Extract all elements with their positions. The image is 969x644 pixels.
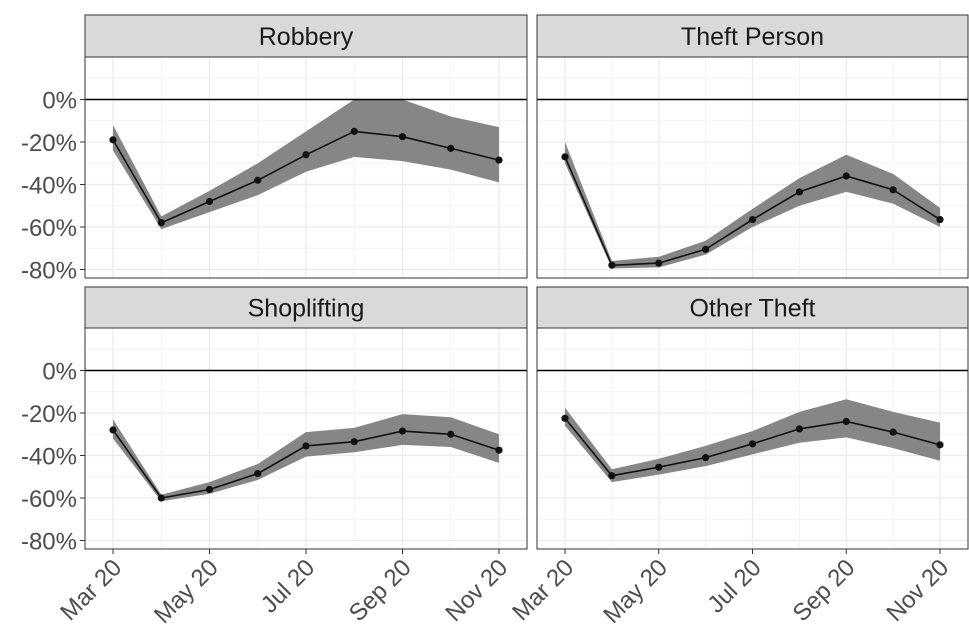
data-point-theft-person bbox=[702, 245, 710, 253]
data-point-theft-person bbox=[795, 188, 803, 196]
data-point-theft-person bbox=[936, 215, 944, 224]
data-point-shoplifting bbox=[350, 438, 358, 446]
data-point-shoplifting bbox=[398, 427, 407, 435]
y-tick-label: -80% bbox=[21, 258, 77, 285]
data-point-other-theft bbox=[936, 441, 944, 449]
panel-title-theft-person: Theft Person bbox=[681, 23, 824, 51]
panel-strip-robbery bbox=[84, 14, 528, 58]
x-tick-label: Nov 20 bbox=[440, 554, 513, 627]
data-point-shoplifting bbox=[254, 469, 262, 478]
panel-border-theft-person bbox=[536, 56, 969, 279]
data-point-shoplifting bbox=[447, 430, 455, 438]
data-point-robbery bbox=[157, 219, 165, 227]
data-point-robbery bbox=[495, 156, 503, 164]
data-point-robbery bbox=[302, 151, 310, 159]
y-tick-label: -20% bbox=[21, 130, 77, 157]
x-tick-label: Sep 20 bbox=[788, 554, 861, 627]
x-tick-label: Nov 20 bbox=[881, 554, 954, 627]
x-tick-label: Jul 20 bbox=[256, 554, 320, 618]
confidence-band-shoplifting bbox=[113, 414, 499, 502]
x-tick-label: Sep 20 bbox=[344, 554, 417, 627]
y-tick-label: -40% bbox=[21, 173, 77, 200]
data-point-robbery bbox=[109, 136, 117, 144]
data-point-shoplifting bbox=[495, 446, 503, 454]
data-point-robbery bbox=[398, 133, 407, 141]
data-point-shoplifting bbox=[302, 442, 310, 450]
data-point-shoplifting bbox=[205, 485, 214, 494]
x-tick-label: May 20 bbox=[598, 554, 673, 629]
data-point-other-theft bbox=[889, 428, 897, 436]
panel-title-robbery: Robbery bbox=[259, 23, 354, 51]
data-point-theft-person bbox=[889, 186, 897, 194]
data-point-other-theft bbox=[655, 463, 663, 471]
panel-strip-other-theft bbox=[536, 286, 969, 329]
data-point-robbery bbox=[254, 176, 262, 184]
x-tick-label: Mar 20 bbox=[507, 554, 579, 626]
data-point-theft-person bbox=[561, 153, 569, 161]
data-point-robbery bbox=[447, 144, 455, 152]
data-point-other-theft bbox=[702, 454, 710, 462]
data-point-robbery bbox=[350, 127, 358, 135]
data-point-theft-person bbox=[655, 259, 663, 267]
confidence-band-robbery bbox=[113, 99, 499, 230]
panel-title-shoplifting: Shoplifting bbox=[248, 295, 365, 323]
data-point-other-theft bbox=[748, 440, 757, 448]
panel-strip-theft-person bbox=[536, 14, 969, 58]
x-tick-label: Mar 20 bbox=[55, 554, 127, 626]
panel-border-robbery bbox=[84, 56, 528, 279]
x-tick-label: May 20 bbox=[149, 554, 224, 629]
data-point-other-theft bbox=[561, 414, 569, 422]
y-tick-label: 0% bbox=[42, 359, 77, 386]
panel-title-other-theft: Other Theft bbox=[690, 295, 816, 323]
y-tick-label: -80% bbox=[21, 529, 77, 556]
data-point-other-theft bbox=[608, 472, 616, 480]
data-point-theft-person bbox=[748, 215, 757, 224]
data-point-robbery bbox=[205, 197, 214, 206]
data-point-theft-person bbox=[608, 261, 616, 269]
panel-strip-shoplifting bbox=[84, 286, 528, 329]
y-tick-label: -20% bbox=[21, 401, 77, 428]
data-point-shoplifting bbox=[109, 426, 117, 434]
x-tick-label: Jul 20 bbox=[702, 554, 766, 618]
data-point-shoplifting bbox=[157, 494, 165, 502]
data-point-theft-person bbox=[842, 172, 850, 180]
y-tick-label: -60% bbox=[21, 486, 77, 513]
data-point-other-theft bbox=[795, 425, 803, 433]
data-point-other-theft bbox=[842, 417, 850, 426]
y-tick-label: 0% bbox=[42, 88, 77, 115]
y-tick-label: -60% bbox=[21, 215, 77, 242]
y-tick-label: -40% bbox=[21, 444, 77, 471]
